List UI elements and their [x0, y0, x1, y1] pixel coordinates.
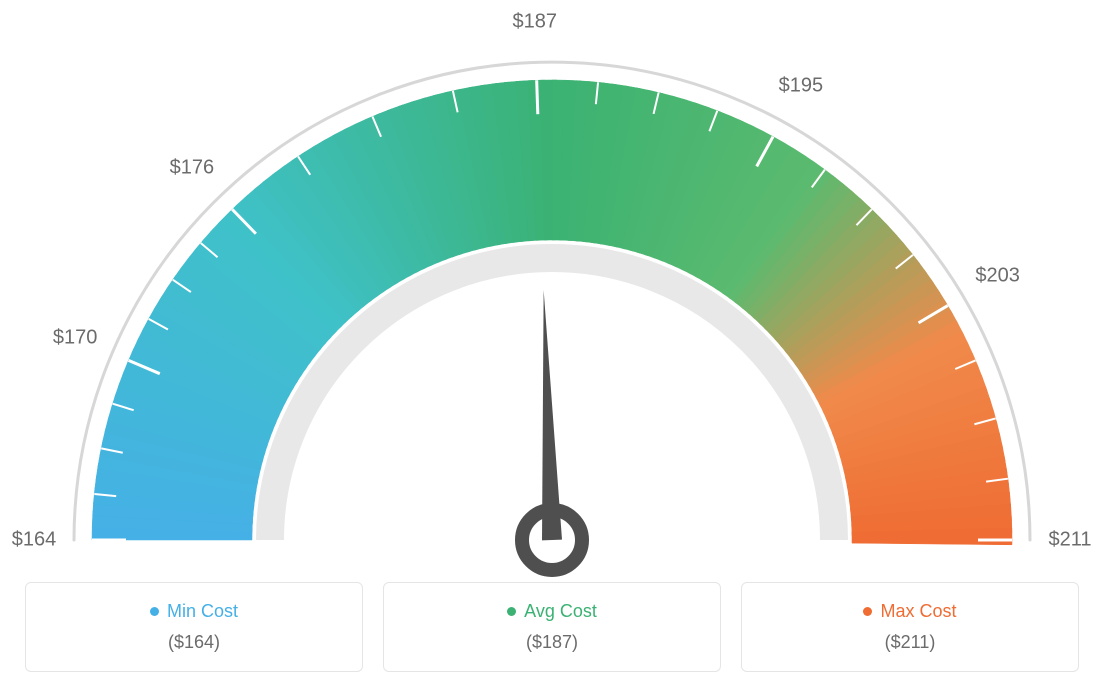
legend-value-min: ($164)	[38, 632, 350, 653]
gauge-tick-label: $170	[53, 326, 98, 349]
legend-label-min: Min Cost	[167, 601, 238, 622]
gauge-svg	[0, 0, 1104, 580]
legend-value-max: ($211)	[754, 632, 1066, 653]
gauge-chart: $164 $170 $176 $187 $195 $203 $211	[0, 0, 1104, 580]
legend-title-min: Min Cost	[150, 601, 238, 622]
legend-title-max: Max Cost	[863, 601, 956, 622]
legend-box-avg: Avg Cost ($187)	[383, 582, 721, 672]
legend-dot-max	[863, 607, 872, 616]
legend-box-max: Max Cost ($211)	[741, 582, 1079, 672]
gauge-tick-label: $195	[779, 74, 824, 97]
gauge-tick-label: $211	[1048, 529, 1091, 552]
gauge-tick-label: $176	[170, 156, 215, 179]
legend-dot-min	[150, 607, 159, 616]
gauge-tick-label: $203	[975, 265, 1020, 288]
legend-row: Min Cost ($164) Avg Cost ($187) Max Cost…	[25, 582, 1079, 672]
legend-label-max: Max Cost	[880, 601, 956, 622]
legend-value-avg: ($187)	[396, 632, 708, 653]
gauge-tick-label: $187	[512, 11, 557, 34]
legend-label-avg: Avg Cost	[524, 601, 597, 622]
legend-title-avg: Avg Cost	[507, 601, 597, 622]
legend-dot-avg	[507, 607, 516, 616]
gauge-tick-label: $164	[12, 529, 57, 552]
legend-box-min: Min Cost ($164)	[25, 582, 363, 672]
